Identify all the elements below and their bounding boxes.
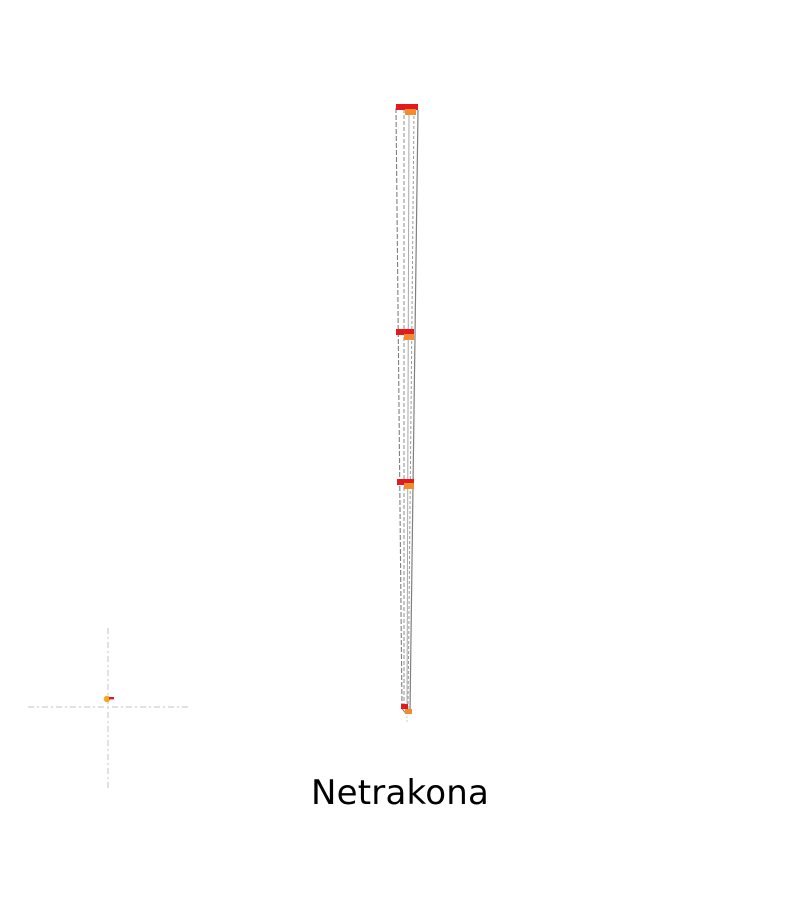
route-line — [407, 110, 415, 712]
district-route-shape — [395, 107, 419, 722]
route-marker — [397, 479, 414, 485]
route-line — [395, 107, 403, 709]
route-marker-secondary — [404, 334, 414, 340]
route-marker-secondary — [404, 483, 414, 489]
route-marker — [401, 704, 408, 709]
route-line — [406, 109, 410, 711]
route-marker — [396, 104, 418, 110]
route-markers — [396, 104, 418, 714]
locator-point — [103, 695, 111, 703]
route-marker — [396, 329, 414, 335]
locator-point-highlight — [109, 697, 114, 700]
locator-inset — [28, 628, 188, 788]
route-line — [409, 109, 419, 713]
route-marker-secondary — [405, 709, 412, 714]
map-title: Netrakona — [311, 773, 489, 813]
route-marker-secondary — [405, 109, 416, 115]
